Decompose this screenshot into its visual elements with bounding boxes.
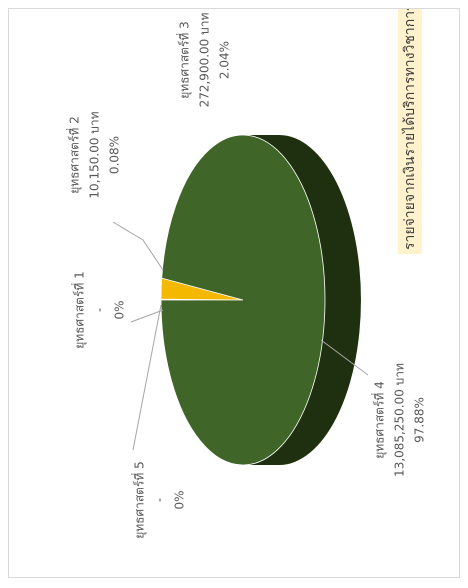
amount-label: 272,900.00 บาท	[198, 13, 212, 108]
pie-side	[243, 135, 361, 465]
plot: ยุทธศาสตร์ที่ 1 - 0% ยุทธศาสตร์ที่ 2 10,150.…	[66, 3, 427, 539]
title-background	[398, 9, 422, 254]
amount-label: -	[93, 308, 107, 312]
leader-line	[112, 221, 164, 271]
chart-title: รายจ่ายจากเงินรายได้บริการทางวิชาการ	[401, 3, 418, 250]
category-label: ยุทธศาสตร์ที่ 2	[66, 116, 83, 194]
percent-label: 2.04%	[218, 41, 232, 79]
category-label: ยุทธศาสตร์ที่ 3	[176, 21, 193, 99]
percent-label: 0.08%	[108, 136, 122, 174]
percent-label: 97.88%	[413, 397, 427, 443]
amount-label: 10,150.00 บาท	[88, 111, 102, 198]
percent-label: 0%	[173, 490, 187, 509]
amount-label: -	[153, 498, 167, 502]
amount-label: 13,085,250.00 บาท	[393, 363, 407, 477]
category-label: ยุทธศาสตร์ที่ 5	[131, 461, 148, 539]
category-label: ยุทธศาสตร์ที่ 4	[371, 381, 388, 459]
percent-label: 0%	[113, 300, 127, 319]
pie-slice	[160, 134, 326, 466]
category-label: ยุทธศาสตร์ที่ 1	[71, 271, 88, 349]
leader-line	[132, 304, 162, 451]
leader-line	[320, 339, 369, 376]
leader-line	[130, 309, 164, 323]
